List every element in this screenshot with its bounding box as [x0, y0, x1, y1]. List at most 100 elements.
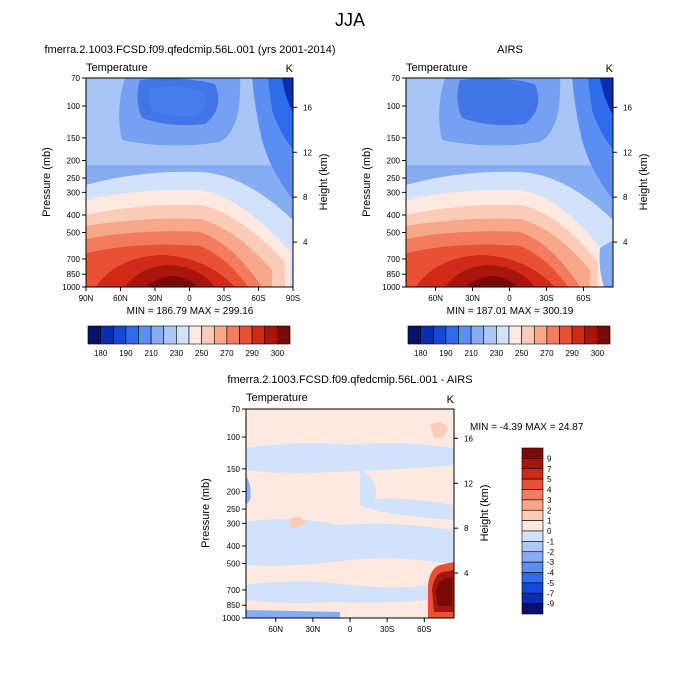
colorbar-cell [521, 509, 544, 521]
colorbar-label: -5 [547, 579, 555, 588]
x-tick-label: 0 [187, 294, 192, 303]
panel-model: fmerra.2.1003.FCSD.f09.qfedcmip.56L.001 … [41, 44, 336, 358]
panel-model-ylabel: Pressure (mb) [41, 147, 53, 217]
colorbar-label: 180 [94, 349, 108, 358]
height-tick-label: 4 [623, 238, 628, 247]
field-band [119, 78, 241, 146]
colorbar-cell [470, 325, 485, 345]
y-tick-label: 200 [387, 157, 401, 166]
panel-obs-subtitle-right: K [606, 63, 614, 75]
colorbar-cell [521, 499, 544, 511]
panel-obs: AIRS Temperature K 70 100 150 200 250 300 400 5… [361, 44, 650, 358]
y-tick-label: 700 [227, 586, 241, 595]
colorbar-label: 270 [540, 349, 554, 358]
colorbar-cell [571, 325, 586, 345]
panel-diff-plot [245, 408, 455, 619]
colorbar-cell [188, 325, 202, 345]
colorbar-cell [533, 325, 548, 345]
panel-diff-title: fmerra.2.1003.FCSD.f09.qfedcmip.56L.001 … [227, 374, 472, 386]
colorbar-cell [521, 478, 544, 490]
colorbar-cell [150, 325, 165, 345]
colorbar-cell [559, 325, 573, 345]
colorbar-label: 210 [464, 349, 478, 358]
y-tick-label: 700 [387, 255, 401, 264]
colorbar-label: 210 [144, 349, 158, 358]
height-tick-label: 16 [303, 103, 312, 112]
y-tick-label: 200 [227, 488, 241, 497]
field-band [465, 276, 518, 287]
y-tick-label: 300 [387, 188, 401, 197]
panel-model-plot [85, 77, 294, 288]
x-tick-label: 30S [380, 625, 394, 634]
colorbar-label: -9 [547, 600, 555, 609]
field-band [246, 610, 340, 618]
field-band [599, 240, 613, 287]
colorbar-label: 290 [565, 349, 579, 358]
colorbar-cell [521, 325, 535, 345]
colorbar-cell [521, 530, 544, 542]
colorbar-label: -3 [547, 558, 555, 567]
colorbar-cell [277, 325, 291, 345]
y-tick-label: 70 [391, 74, 400, 83]
colorbar-cell [584, 325, 598, 345]
field-band [360, 470, 454, 520]
field-band [125, 265, 215, 287]
colorbar-cell [100, 325, 114, 345]
colorbar-cell [483, 325, 497, 345]
panel-diff-ylabel-right: Height (km) [479, 485, 491, 542]
colorbar-label: 5 [547, 475, 552, 484]
panel-obs-ylabel-right: Height (km) [638, 154, 650, 211]
y-tick-label: 150 [67, 134, 81, 143]
y-tick-label: 100 [67, 102, 81, 111]
x-tick-label: 90S [286, 294, 300, 303]
field-band [445, 265, 535, 287]
colorbar-label: 250 [195, 349, 209, 358]
colorbar-label: 270 [220, 349, 234, 358]
colorbar-label: 190 [119, 349, 133, 358]
colorbar-label: 9 [547, 454, 552, 463]
x-tick-label: 90N [79, 294, 94, 303]
x-tick-label: 30S [217, 294, 231, 303]
x-tick-label: 30N [148, 294, 163, 303]
field-band [246, 443, 454, 474]
x-tick-label: 60S [576, 294, 590, 303]
y-tick-label: 400 [67, 211, 81, 220]
y-tick-label: 250 [67, 174, 81, 183]
field-band [430, 422, 448, 439]
y-tick-label: 300 [227, 519, 241, 528]
height-tick-label: 4 [303, 238, 308, 247]
colorbar-cell [407, 325, 421, 345]
height-tick-label: 8 [303, 193, 308, 202]
y-tick-label: 1000 [382, 283, 400, 292]
x-tick-label: 60N [428, 294, 443, 303]
colorbar-cell [521, 582, 544, 594]
panel-diff-minmax: MIN = -4.39 MAX = 24.87 [470, 422, 584, 433]
colorbar-cell [521, 592, 544, 604]
colorbar-label: 1 [547, 517, 552, 526]
field-band [145, 276, 198, 287]
colorbar-cell [163, 325, 177, 345]
panel-model-title: fmerra.2.1003.FCSD.f09.qfedcmip.56L.001 … [44, 44, 335, 56]
y-tick-label: 70 [71, 74, 80, 83]
panel-obs-ylabel: Pressure (mb) [361, 147, 373, 217]
colorbar-cell [521, 520, 544, 532]
height-tick-label: 8 [464, 524, 469, 533]
colorbar-cell [521, 572, 544, 584]
colorbar-label: 230 [490, 349, 504, 358]
panel-diff-subtitle-right: K [447, 394, 455, 406]
y-tick-label: 400 [387, 211, 401, 220]
y-tick-label: 850 [67, 270, 81, 279]
colorbar-cell [239, 325, 253, 345]
field-band [439, 78, 561, 146]
y-tick-label: 850 [387, 270, 401, 279]
colorbar-cell [521, 458, 544, 470]
y-tick-label: 100 [227, 433, 241, 442]
height-tick-label: 8 [623, 193, 628, 202]
colorbar-label: 190 [439, 349, 453, 358]
colorbar-label: -2 [547, 548, 555, 557]
y-tick-label: 500 [227, 560, 241, 569]
colorbar-cell [597, 325, 611, 345]
x-tick-label: 0 [348, 625, 353, 634]
height-tick-label: 4 [464, 569, 469, 578]
colorbar-cell [508, 325, 522, 345]
